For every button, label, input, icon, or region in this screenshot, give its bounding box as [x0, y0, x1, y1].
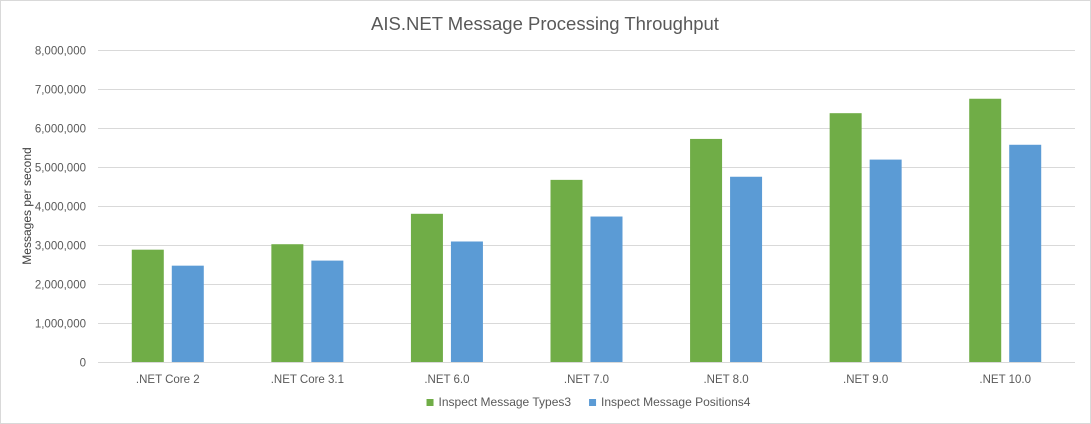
legend: Inspect Message Types3 Inspect Message Po… — [426, 395, 751, 409]
x-tick-label: .NET 7.0 — [564, 374, 609, 386]
x-tick-label: .NET 6.0 — [424, 374, 469, 386]
x-tick-label: .NET 9.0 — [843, 374, 888, 386]
legend-item: Inspect Message Positions4 — [589, 395, 751, 409]
legend-label: Inspect Message Positions4 — [601, 395, 751, 409]
y-tick-label: 1,000,000 — [35, 319, 86, 331]
y-tick-label: 5,000,000 — [35, 163, 86, 175]
legend-swatch — [426, 399, 434, 406]
bar-message-types — [829, 113, 862, 363]
y-tick-label: 6,000,000 — [35, 124, 86, 136]
bar-message-positions — [590, 216, 623, 362]
bar-message-positions — [311, 260, 344, 362]
x-axis-ticks: .NET Core 2 .NET Core 3.1 .NET 6.0 .NET 7.0… — [136, 374, 1031, 386]
y-tick-label: 0 — [80, 358, 86, 370]
chart-title: AIS.NET Message Processing Throughput — [371, 13, 719, 34]
legend-item: Inspect Message Types3 — [426, 395, 572, 409]
x-tick-label: .NET Core 2 — [136, 374, 200, 386]
bar-message-positions — [869, 159, 902, 362]
bar-message-positions — [730, 176, 763, 362]
y-tick-label: 7,000,000 — [35, 85, 86, 97]
gridlines — [98, 50, 1075, 363]
bar-message-types — [550, 179, 583, 362]
y-axis-ticks: 0 1,000,000 2,000,000 3,000,000 4,000,000 5,0… — [35, 46, 86, 370]
bar-message-types — [131, 249, 164, 362]
y-tick-label: 4,000,000 — [35, 202, 86, 214]
bar-message-positions — [450, 241, 483, 362]
legend-swatch — [589, 399, 597, 406]
bar-message-types — [410, 213, 443, 362]
bars — [131, 98, 1042, 363]
x-tick-label: .NET Core 3.1 — [271, 374, 344, 386]
y-tick-label: 2,000,000 — [35, 280, 86, 292]
x-tick-label: .NET 10.0 — [979, 374, 1031, 386]
x-tick-label: .NET 8.0 — [703, 374, 748, 386]
legend-label: Inspect Message Types3 — [439, 395, 572, 409]
y-tick-label: 3,000,000 — [35, 241, 86, 253]
bar-message-types — [690, 138, 723, 362]
bar-message-positions — [1009, 144, 1042, 362]
bar-message-positions — [171, 265, 204, 362]
y-tick-label: 8,000,000 — [35, 46, 86, 58]
y-axis-title: Messages per second — [20, 147, 34, 264]
bar-message-types — [271, 244, 304, 362]
bar-message-types — [969, 98, 1002, 362]
